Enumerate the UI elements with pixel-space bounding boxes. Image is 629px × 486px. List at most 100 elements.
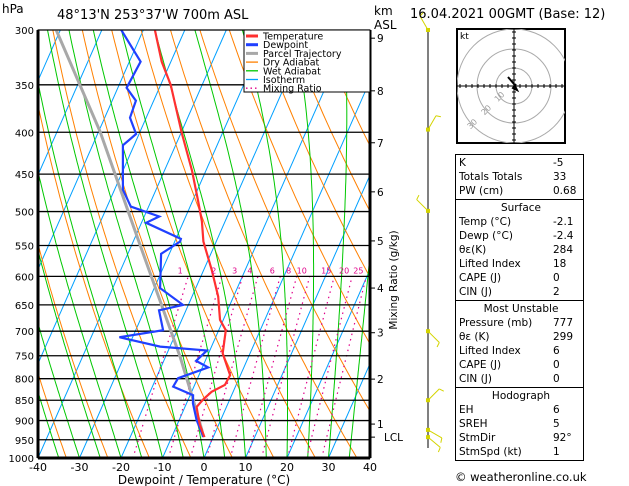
index-row: Lifted Index 6 [459,344,583,358]
index-label: EH [459,404,474,416]
km-tick-label: 6 [377,187,384,199]
isotherm-line [162,30,352,458]
indices-section: Hodograph EH 6 SREH 5 StmDir 92° StmSpd (kt) 1 [455,387,584,461]
index-label: StmDir [459,432,496,444]
legend-label: Isotherm [263,75,305,86]
hodograph-trace [507,76,520,93]
isotherm-line [203,79,370,458]
wind-profile [416,12,444,453]
mixing-ratio-label: 4 [247,266,252,275]
index-value: -2.1 [553,216,574,228]
index-label: SREH [459,418,488,430]
index-row: Totals Totals 33 [459,170,583,184]
index-row: Pressure (mb) 777 [459,316,583,330]
legend-label: Mixing Ratio [263,84,322,95]
pressure-tick-label: 400 [15,128,34,139]
km-tick-label: 7 [377,138,384,150]
x-tick-label: -20 [112,461,130,474]
pressure-tick-label: 850 [15,396,34,407]
index-row: PW (cm) 0.68 [459,184,583,198]
index-row: SREH 5 [459,417,583,431]
isotherm-line [120,30,310,458]
wind-barb [427,115,437,130]
index-value: 0 [553,272,560,284]
indices-section: Most Unstable Pressure (mb) 777 θε (K) 299 Li… [455,300,584,388]
legend-box [243,29,371,93]
index-value: 1 [553,446,560,458]
section-title: Hodograph [491,390,551,402]
mixing-ratio-label: 10 [297,266,307,275]
index-label: CIN (J) [459,373,492,385]
wind-barb-feather [416,194,420,200]
dry-adiabat-line [287,30,370,213]
index-value: 0 [553,373,560,385]
legend-label: Parcel Trajectory [263,49,342,60]
index-label: StmSpd (kt) [459,446,522,458]
legend-label: Wet Adiabat [263,66,321,77]
pressure-tick-label: 650 [15,301,34,312]
isotherm-line [79,30,269,458]
km-tick-label: 5 [377,236,384,248]
dry-adiabat-line [582,30,629,458]
x-tick-label: 30 [322,461,336,474]
x-tick-label: -40 [29,461,47,474]
wind-level-marker [426,427,430,432]
wind-level-marker [426,208,430,213]
datetime-title: 16.04.2021 00GMT (Base: 12) [410,7,606,22]
legend-label: Temperature [262,32,323,43]
pressure-tick-label: 900 [15,417,34,428]
index-label: K [459,157,466,169]
index-value: 284 [553,244,574,256]
wind-barb-feather [439,388,444,392]
location-title: 48°13'N 253°37'W 700m ASL [57,8,249,23]
mixing-ratio-label: 3 [232,266,237,275]
wind-barb-feather [435,115,441,118]
index-label: θε (K) [459,331,490,343]
pressure-tick-label: 700 [15,327,34,338]
km-tick-label: 9 [377,33,384,45]
indices-table: K -5 Totals Totals 33 PW (cm) 0.68 Surface Temp… [455,154,584,461]
pressure-tick-label: 600 [15,272,34,283]
pressure-tick-label: 450 [15,170,34,181]
index-value: 2 [553,286,560,298]
pressure-tick-label: 750 [15,352,34,363]
wind-level-marker [426,127,430,132]
mixing-ratio-line [321,276,367,458]
index-value: 777 [553,317,574,329]
x-tick-label: 20 [280,461,294,474]
axis-labels: 1 2 3 4 6 8 10 15 20 2530035040045050055060065070… [9,26,404,486]
index-value: 33 [553,171,567,183]
section-title: Surface [500,202,541,214]
pressure-tick-label: 800 [15,375,34,386]
asl-axis-label: ASL [374,18,397,32]
index-row: Dewp (°C) -2.4 [459,229,583,243]
index-value: 6 [553,345,560,357]
x-axis-title: Dewpoint / Temperature (°C) [118,473,290,486]
x-tick-label: 40 [363,461,377,474]
wind-level-marker [426,329,430,334]
section-title: Most Unstable [483,303,559,315]
hpa-axis-label: hPa [2,2,24,16]
km-tick-label: 3 [377,328,384,340]
pressure-tick-label: 550 [15,241,34,252]
index-value: 5 [553,418,560,430]
wind-barb [427,429,443,439]
mixing-ratio-label: 25 [353,266,363,275]
index-label: Pressure (mb) [459,317,533,329]
index-label: CAPE (J) [459,272,502,284]
wet-adiabat-line [68,30,184,458]
wind-barb-feather [436,342,440,348]
km-tick-label: 2 [377,374,384,386]
isotherm-line [38,30,103,177]
isotherm-line [286,268,370,458]
mixing-ratio-label: 1 [178,266,183,275]
x-tick-label: 10 [239,461,253,474]
mixing-ratio-line [205,276,259,458]
indices-section: Surface Temp (°C) -2.1 Dewp (°C) -2.4 θε(K) 28… [455,199,584,301]
index-row: K -5 [459,156,583,170]
wind-barb-feather [419,12,424,17]
mixing-ratio-line [247,276,298,458]
pressure-tick-label: 1000 [9,454,34,465]
